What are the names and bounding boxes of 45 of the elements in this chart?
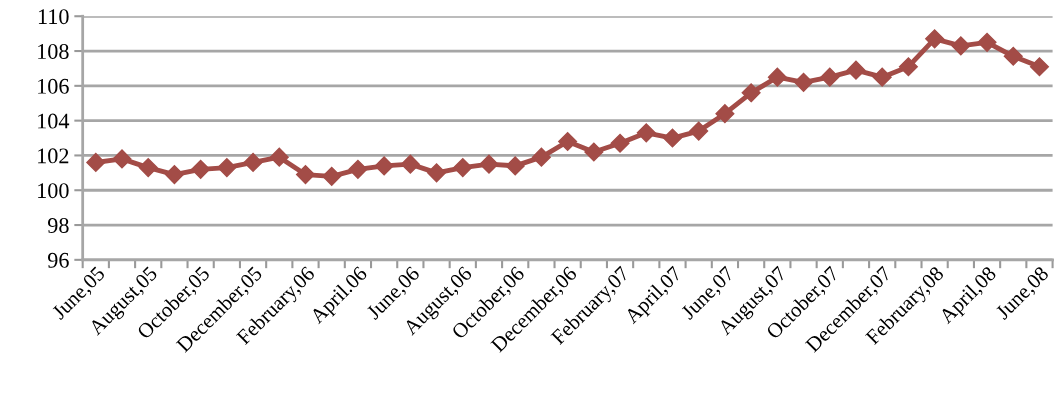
point: [138, 158, 158, 178]
point: [505, 156, 525, 176]
point: [558, 131, 578, 152]
point: [977, 32, 997, 52]
point: [636, 123, 656, 143]
y-tick-label: 98: [47, 217, 69, 233]
point: [243, 152, 263, 172]
point: [872, 67, 892, 87]
point: [164, 165, 184, 185]
point: [191, 159, 211, 179]
point: [479, 154, 499, 174]
y-tick-label: 106: [38, 78, 69, 94]
point: [531, 147, 551, 167]
point: [400, 154, 420, 174]
point: [374, 156, 394, 176]
point: [715, 104, 735, 124]
point: [951, 36, 971, 56]
point: [1003, 46, 1023, 66]
point: [322, 166, 342, 186]
y-tick-label: 100: [38, 183, 69, 199]
point: [794, 72, 814, 92]
point: [295, 165, 316, 185]
y-tick-label: 102: [38, 148, 69, 164]
point: [820, 67, 840, 87]
y-tick-label: 96: [47, 252, 69, 268]
point: [86, 152, 106, 172]
y-tick-label: 108: [38, 43, 69, 59]
point: [767, 67, 787, 87]
point: [427, 163, 447, 183]
point: [269, 147, 289, 167]
point: [112, 149, 132, 169]
point: [217, 158, 237, 178]
point: [348, 159, 368, 179]
point: [925, 29, 945, 49]
point: [741, 83, 761, 103]
point: [584, 142, 604, 162]
point: [898, 57, 918, 77]
point: [689, 121, 709, 141]
point: [846, 60, 866, 80]
y-tick-label: 104: [38, 113, 70, 129]
point: [662, 128, 683, 148]
y-tick-label: 110: [38, 9, 69, 25]
point: [453, 158, 473, 178]
point: [1029, 57, 1050, 77]
point: [610, 133, 630, 153]
